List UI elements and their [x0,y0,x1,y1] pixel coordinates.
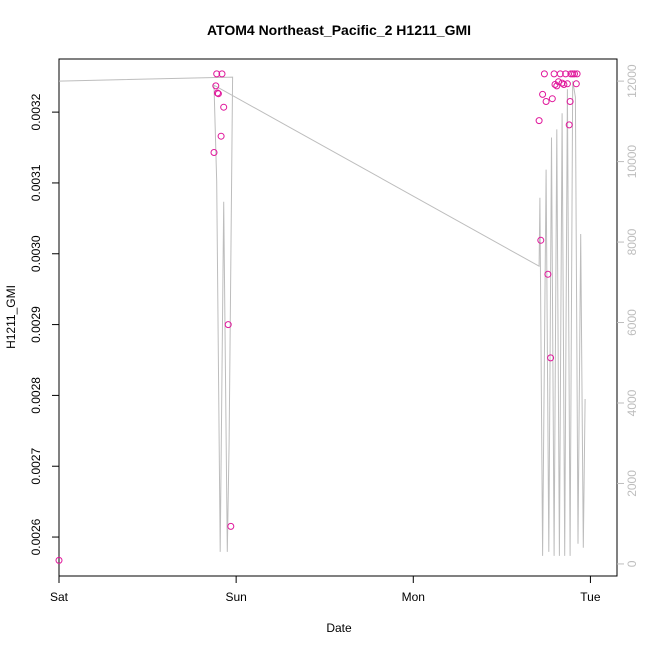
data-point [547,354,555,362]
data-point [540,70,548,78]
data-point [537,236,545,244]
chart-title: ATOM4 Northeast_Pacific_2 H1211_GMI [207,22,471,38]
data-point [548,95,556,103]
right-axis-line-series [58,76,586,556]
data-point [563,80,571,88]
y2-tick-label: 10000 [625,145,639,179]
data-point [214,89,221,97]
data-point [210,149,218,156]
data-point [213,70,221,78]
x-tick-label: Tue [580,590,601,604]
y-tick-label: 0.0026 [29,518,43,555]
data-point [539,90,547,98]
y2-tick-label: 4000 [625,389,639,416]
data-point [217,132,225,140]
data-point [555,78,562,86]
data-point [218,70,226,78]
y-tick-label: 0.0032 [29,93,43,130]
y-tick-label: 0.0028 [29,377,43,414]
y2-tick-label: 2000 [625,470,639,497]
x-axis-label: Date [326,621,352,635]
x-tick-label: Sat [50,590,69,604]
y-tick-label: 0.0029 [29,306,43,343]
data-point [571,70,578,78]
x-axis: Sat Sun Mon Tue [50,576,601,604]
data-point [214,90,222,98]
data-point [562,70,570,78]
y-tick-label: 0.0030 [29,235,43,272]
y2-tick-label: 8000 [625,228,639,255]
data-point [558,79,566,87]
series-line [58,76,586,556]
data-point [572,80,580,88]
data-point [553,82,561,90]
y-tick-label: 0.0031 [29,164,43,201]
data-point [535,117,543,125]
y-tick-label: 0.0027 [29,448,43,485]
x-tick-label: Sun [225,590,246,604]
data-point [573,70,581,78]
data-point [560,81,568,88]
data-point [566,98,574,105]
x-tick-label: Mon [402,590,425,604]
data-point [212,82,220,90]
data-point [556,70,564,78]
y2-tick-label: 0 [625,560,639,567]
data-point [224,321,232,329]
y2-tick-label: 6000 [625,309,639,336]
data-point [220,103,228,111]
y2-tick-label: 12000 [625,64,639,98]
data-point [55,556,63,564]
plot-frame [58,58,618,577]
data-point [565,121,573,129]
y-axis-right: 0 2000 4000 6000 8000 10000 12000 [617,64,639,567]
data-point [542,98,550,105]
data-point [544,270,552,278]
data-point [227,522,235,530]
y-axis-left: 0.0026 0.0027 0.0028 0.0029 0.0030 0.0031 0.00… [29,93,59,555]
left-axis-point-series [55,70,581,564]
y-axis-label: H1211_GMI [4,285,18,349]
